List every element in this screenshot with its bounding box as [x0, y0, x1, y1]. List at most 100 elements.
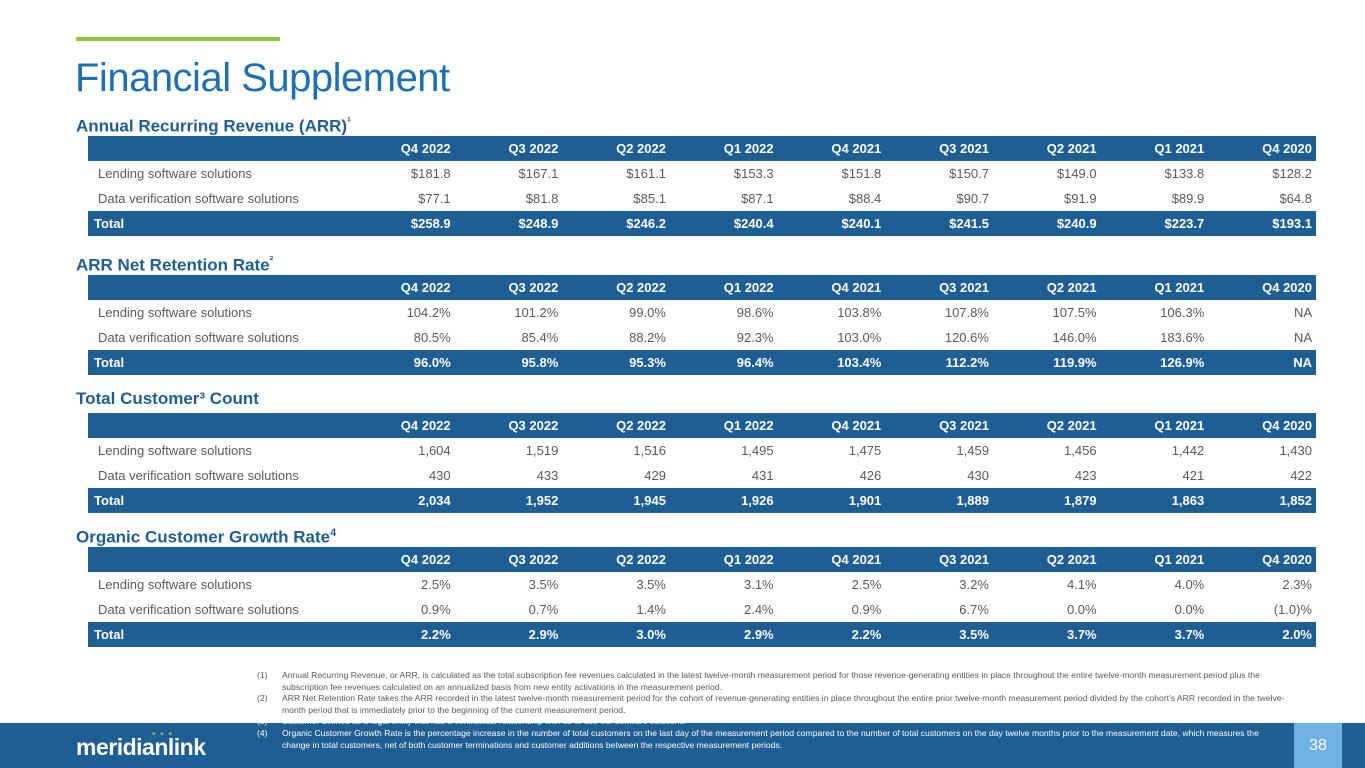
column-header: Q1 2022 — [723, 552, 774, 567]
value-cell: $153.3 — [733, 166, 774, 181]
table-row: Data verification software solutions 430 4… — [88, 463, 1316, 488]
footnote-marker: 4 — [330, 527, 337, 539]
value-cell: 95.3% — [629, 355, 666, 370]
value-cell: NA — [1293, 330, 1312, 345]
value-cell: $240.4 — [733, 216, 774, 231]
value-cell: 2.0% — [1282, 627, 1312, 642]
value-cell: $128.2 — [1272, 166, 1312, 181]
header-blank-cell — [88, 413, 347, 438]
column-header: Q2 2021 — [1046, 280, 1097, 295]
section-title: Total Customer³ Count — [76, 387, 1316, 411]
value-cell: 0.9% — [851, 602, 882, 617]
column-header: Q3 2022 — [508, 552, 559, 567]
row-label: Lending software solutions — [98, 305, 252, 320]
footnote-text: Organic Customer Growth Rate is the perc… — [282, 727, 1259, 750]
value-cell: 2.2% — [851, 627, 882, 642]
column-header: Q1 2021 — [1154, 141, 1205, 156]
value-cell: 120.6% — [944, 330, 989, 345]
column-header: Q2 2022 — [616, 552, 666, 567]
value-cell: 429 — [644, 468, 666, 483]
value-cell: 85.4% — [521, 330, 559, 345]
table-row: Lending software solutions $181.8 $167.1 $1… — [88, 161, 1316, 186]
total-row: Total 96.0% 95.8% 95.3% 96.4% 103.4% 112.2% 119… — [88, 350, 1316, 375]
column-header: Q4 2021 — [831, 280, 882, 295]
value-cell: $88.4 — [848, 191, 882, 206]
row-label: Data verification software solutions — [98, 330, 299, 345]
footnote-text: Customer defined as a legal entity that … — [282, 716, 687, 727]
section-title-text: Organic Customer Growth Rate — [76, 527, 331, 547]
value-cell: 3.5% — [528, 577, 559, 592]
value-cell: 1,863 — [1171, 493, 1205, 508]
value-cell: $258.9 — [410, 216, 451, 231]
data-table: Q4 2022 Q3 2022 Q2 2022 Q1 2022 Q4 2021 Q3 20… — [88, 547, 1316, 647]
value-cell: 103.0% — [837, 330, 882, 345]
value-cell: 88.2% — [629, 330, 666, 345]
value-cell: 1.4% — [636, 602, 666, 617]
section-title-text: Annual Recurring Revenue (ARR) — [76, 116, 348, 136]
value-cell: 146.0% — [1052, 330, 1097, 345]
value-cell: 0.7% — [528, 602, 559, 617]
title-accent-bar — [76, 37, 280, 41]
value-cell: 1,430 — [1279, 443, 1312, 458]
value-cell: 103.8% — [837, 305, 882, 320]
page-title: Financial Supplement — [75, 56, 450, 100]
value-cell: 3.0% — [636, 627, 666, 642]
value-cell: $91.9 — [1064, 191, 1097, 206]
column-header: Q3 2021 — [939, 141, 989, 156]
value-cell: $64.8 — [1279, 191, 1312, 206]
value-cell: $167.1 — [518, 166, 559, 181]
section-3: Organic Customer Growth Rate4 Q4 2022 Q3 2… — [76, 521, 1316, 647]
value-cell: 430 — [967, 468, 989, 483]
value-cell: NA — [1293, 305, 1312, 320]
row-label: Data verification software solutions — [98, 191, 299, 206]
value-cell: 1,516 — [633, 443, 666, 458]
footnote-number: (2) — [257, 693, 268, 704]
value-cell: 1,475 — [848, 443, 882, 458]
logo-dots-icon: • • • — [152, 729, 174, 740]
row-label: Total — [94, 355, 125, 370]
table-header-row: Q4 2022 Q3 2022 Q2 2022 Q1 2022 Q4 2021 Q3 20… — [88, 547, 1316, 572]
table-row: Data verification software solutions $77.… — [88, 186, 1316, 211]
section-title: Annual Recurring Revenue (ARR)¹ — [76, 110, 1316, 136]
table-row: Data verification software solutions 80.5… — [88, 325, 1316, 350]
value-cell: 104.2% — [406, 305, 451, 320]
value-cell: $241.5 — [949, 216, 989, 231]
column-header: Q1 2022 — [723, 280, 774, 295]
value-cell: $240.1 — [841, 216, 882, 231]
value-cell: 96.4% — [736, 355, 774, 370]
column-header: Q1 2021 — [1154, 552, 1205, 567]
column-header: Q4 2021 — [831, 552, 882, 567]
value-cell: 99.0% — [629, 305, 666, 320]
footnote-marker: ¹ — [347, 116, 351, 128]
column-header: Q2 2022 — [616, 418, 666, 433]
value-cell: 423 — [1074, 468, 1097, 483]
column-header: Q4 2022 — [400, 552, 451, 567]
value-cell: 1,952 — [525, 493, 559, 508]
value-cell: $85.1 — [633, 191, 666, 206]
column-header: Q2 2022 — [616, 280, 666, 295]
column-header: Q2 2021 — [1046, 552, 1097, 567]
value-cell: 0.0% — [1174, 602, 1205, 617]
value-cell: 98.6% — [736, 305, 774, 320]
column-header: Q1 2021 — [1154, 280, 1205, 295]
row-label: Lending software solutions — [98, 166, 252, 181]
value-cell: 4.1% — [1066, 577, 1097, 592]
value-cell: $89.9 — [1171, 191, 1205, 206]
data-table: Q4 2022 Q3 2022 Q2 2022 Q1 2022 Q4 2021 Q3 20… — [88, 136, 1316, 236]
section-0: Annual Recurring Revenue (ARR)¹ Q4 2022 Q3… — [76, 110, 1316, 236]
row-label: Total — [94, 493, 125, 508]
value-cell: $248.9 — [518, 216, 559, 231]
footnote-item: (1) Annual Recurring Revenue, or ARR, is … — [257, 670, 1287, 693]
value-cell: $151.8 — [841, 166, 882, 181]
value-cell: 433 — [536, 468, 559, 483]
value-cell: 2,034 — [418, 493, 451, 508]
row-label: Lending software solutions — [98, 577, 252, 592]
header-blank-cell — [88, 275, 347, 300]
value-cell: $246.2 — [626, 216, 666, 231]
value-cell: 107.5% — [1052, 305, 1097, 320]
value-cell: 1,945 — [633, 493, 666, 508]
value-cell: 1,926 — [741, 493, 774, 508]
footnote-number: (4) — [257, 727, 268, 738]
table-header-row: Q4 2022 Q3 2022 Q2 2022 Q1 2022 Q4 2021 Q3 20… — [88, 413, 1316, 438]
value-cell: 4.0% — [1174, 577, 1205, 592]
